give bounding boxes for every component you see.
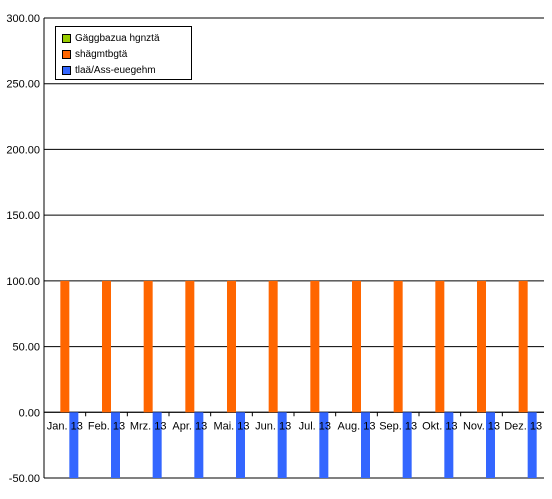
bar-series-3 — [152, 412, 162, 478]
bar-series-3 — [402, 412, 412, 478]
x-tick-label: Okt. 13 — [422, 420, 457, 432]
bar-series-2 — [435, 280, 445, 413]
bar-series-3 — [361, 412, 370, 478]
legend-label-series-1: Gäggbazua hgnztä — [75, 32, 160, 44]
x-tick-label: Jan. 13 — [47, 420, 83, 432]
bar-series-2 — [60, 280, 70, 413]
bar-series-2 — [352, 280, 361, 413]
bar-series-3 — [277, 412, 287, 478]
legend-item-series-2: shägmtbgtä — [62, 46, 191, 62]
legend-swatch-series-2 — [62, 49, 71, 59]
bar-series-3 — [444, 412, 454, 478]
y-tick-label: 50.00 — [12, 342, 40, 354]
x-tick-label: Dez. 13 — [504, 420, 542, 432]
x-tick-label: Mrz. 13 — [130, 420, 167, 432]
bar-series-2 — [268, 280, 278, 413]
legend-label-series-2: shägmtbgtä — [75, 48, 128, 60]
legend-swatch-series-3 — [62, 65, 71, 75]
x-tick-label: Mai. 13 — [213, 420, 249, 432]
bar-series-3 — [111, 412, 120, 478]
legend-item-series-1: Gäggbazua hgnztä — [62, 30, 191, 46]
legend-label-series-3: tlaä/Ass-euegehm — [75, 64, 156, 76]
y-tick-label: 300.00 — [6, 13, 40, 25]
bar-series-3 — [486, 412, 495, 478]
chart-legend: Gäggbazua hgnztä shägmtbgtä tlaä/Ass-eue… — [55, 26, 192, 80]
x-tick-label: Jun. 13 — [255, 420, 291, 432]
bar-series-3 — [194, 412, 204, 478]
legend-swatch-series-1 — [62, 33, 71, 43]
x-tick-label: Nov. 13 — [463, 420, 500, 432]
bar-series-3 — [236, 412, 245, 478]
y-tick-label: 0.00 — [19, 407, 40, 419]
bar-series-3 — [69, 412, 79, 478]
y-tick-label: 200.00 — [6, 144, 40, 156]
bar-series-2 — [393, 280, 403, 413]
bar-series-2 — [102, 280, 111, 413]
bar-series-2 — [518, 280, 528, 413]
y-tick-label: 150.00 — [6, 210, 40, 222]
x-tick-label: Sep. 13 — [379, 420, 417, 432]
bar-series-3 — [319, 412, 329, 478]
bar-series-2 — [143, 280, 153, 413]
bar-series-2 — [185, 280, 195, 413]
y-tick-label: 100.00 — [6, 276, 40, 288]
x-tick-label: Apr. 13 — [172, 420, 207, 432]
x-tick-label: Jul. 13 — [299, 420, 331, 432]
y-tick-label: 250.00 — [6, 79, 40, 91]
x-tick-label: Aug. 13 — [338, 420, 376, 432]
y-tick-label: -50.00 — [9, 473, 40, 485]
bar-series-2 — [477, 280, 486, 413]
bar-series-2 — [310, 280, 320, 413]
bar-series-2 — [227, 280, 236, 413]
legend-item-series-3: tlaä/Ass-euegehm — [62, 62, 191, 78]
x-tick-label: Feb. 13 — [88, 420, 125, 432]
bar-series-3 — [527, 412, 537, 478]
